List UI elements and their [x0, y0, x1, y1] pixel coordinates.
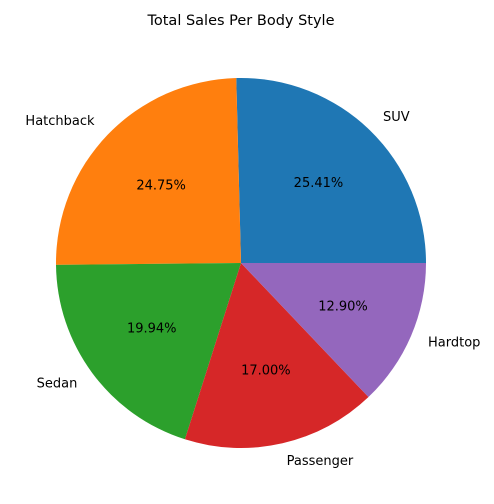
pie-slice-suv	[236, 78, 426, 264]
percent-label-hatchback: 24.75%	[136, 178, 186, 193]
pie-slice-passenger	[184, 263, 369, 448]
pie-slice-hatchback	[56, 78, 241, 265]
chart-title: Total Sales Per Body Style	[146, 13, 334, 29]
category-label-passenger: Passenger	[287, 454, 354, 469]
category-label-sedan: Sedan	[37, 376, 78, 391]
pie-category-labels: SUV Hatchback Sedan Passenger Hardtop	[25, 110, 480, 469]
percent-label-suv: 25.41%	[294, 176, 344, 191]
pie-percent-labels: 25.41% 24.75% 19.94% 17.00% 12.90%	[127, 176, 368, 379]
percent-label-hardtop: 12.90%	[318, 299, 368, 314]
percent-label-passenger: 17.00%	[241, 364, 291, 379]
percent-label-sedan: 19.94%	[127, 321, 177, 336]
pie-slice-hardtop	[241, 263, 426, 398]
category-label-suv: SUV	[383, 110, 410, 125]
category-label-hardtop: Hardtop	[428, 336, 480, 351]
pie-slice-sedan	[56, 263, 241, 440]
category-label-hatchback: Hatchback	[25, 114, 95, 129]
pie-slices	[56, 78, 426, 448]
